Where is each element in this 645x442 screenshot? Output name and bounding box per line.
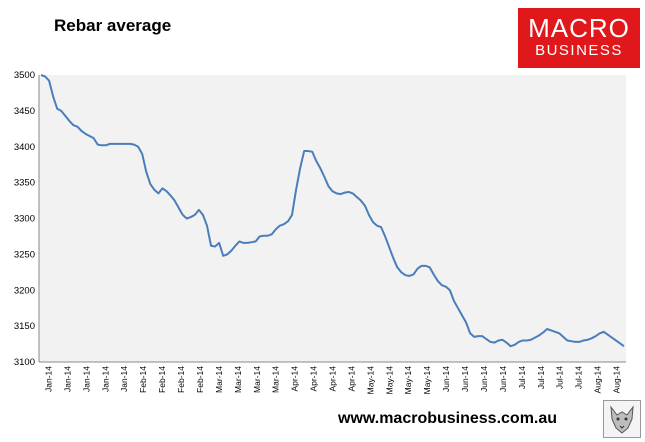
x-tick-label: Feb-14 xyxy=(138,366,148,393)
chart-title: Rebar average xyxy=(54,16,172,35)
x-tick-label: Jan-14 xyxy=(100,366,110,392)
x-tick-label: Jan-14 xyxy=(62,366,72,392)
x-tick-label: Apr-14 xyxy=(346,366,356,392)
x-tick-label: Feb-14 xyxy=(176,366,186,393)
x-tick-label: Jun-14 xyxy=(479,366,489,392)
y-tick-label: 3350 xyxy=(14,178,35,189)
x-tick-label: Apr-14 xyxy=(328,366,338,392)
x-tick-label: May-14 xyxy=(422,366,432,395)
website-url: www.macrobusiness.com.au xyxy=(338,410,558,427)
x-tick-label: Jan-14 xyxy=(43,366,53,392)
x-tick-label: Jul-14 xyxy=(555,366,565,389)
x-tick-label: Jan-14 xyxy=(81,366,91,392)
series-layer xyxy=(40,74,625,348)
logo-line-macro: MACRO xyxy=(528,13,630,43)
plot-area xyxy=(39,75,626,362)
x-tick-label: Jul-14 xyxy=(517,366,527,389)
y-tick-label: 3100 xyxy=(14,357,35,368)
y-tick-label: 3200 xyxy=(14,285,35,296)
wolf-icon xyxy=(603,400,641,438)
x-tick-label: Feb-14 xyxy=(157,366,167,393)
x-tick-label: Mar-14 xyxy=(252,366,262,393)
wolf-icon-graphic xyxy=(610,405,634,434)
y-tick-label: 3450 xyxy=(14,106,35,117)
x-tick-label: May-14 xyxy=(384,366,394,395)
x-tick-label: Jun-14 xyxy=(460,366,470,392)
x-tick-label: Jun-14 xyxy=(441,366,451,392)
x-tick-label: May-14 xyxy=(403,366,413,395)
rebar-series-line xyxy=(40,74,625,348)
y-tick-label: 3300 xyxy=(14,214,35,225)
x-tick-label: Mar-14 xyxy=(233,366,243,393)
y-tick-label: 3250 xyxy=(14,249,35,260)
x-tick-label: Jan-14 xyxy=(119,366,129,392)
x-tick-label: Apr-14 xyxy=(290,366,300,392)
x-tick-label: Jul-14 xyxy=(536,366,546,389)
x-tick-label: Mar-14 xyxy=(271,366,281,393)
x-tick-label: May-14 xyxy=(365,366,375,395)
x-tick-label: Jul-14 xyxy=(574,366,584,389)
y-tick-label: 3400 xyxy=(14,142,35,153)
x-tick-label: Aug-14 xyxy=(612,366,622,394)
x-tick-label: Feb-14 xyxy=(195,366,205,393)
x-tick-label: Mar-14 xyxy=(214,366,224,393)
x-tick-label: Aug-14 xyxy=(593,366,603,394)
logo-line-business: BUSINESS xyxy=(535,42,623,59)
y-tick-label: 3150 xyxy=(14,321,35,332)
x-axis: Jan-14 Jan-14 Jan-14 Jan-14 Jan-14 Feb-14 Feb-… xyxy=(39,361,626,395)
y-tick-label: 3500 xyxy=(14,70,35,81)
macro-business-logo: MACRO BUSINESS xyxy=(518,8,640,68)
y-axis: 3100 3150 3200 3250 3300 3350 3400 3450 3500 xyxy=(14,70,40,368)
x-tick-label: Apr-14 xyxy=(309,366,319,392)
x-tick-label: Jun-14 xyxy=(498,366,508,392)
